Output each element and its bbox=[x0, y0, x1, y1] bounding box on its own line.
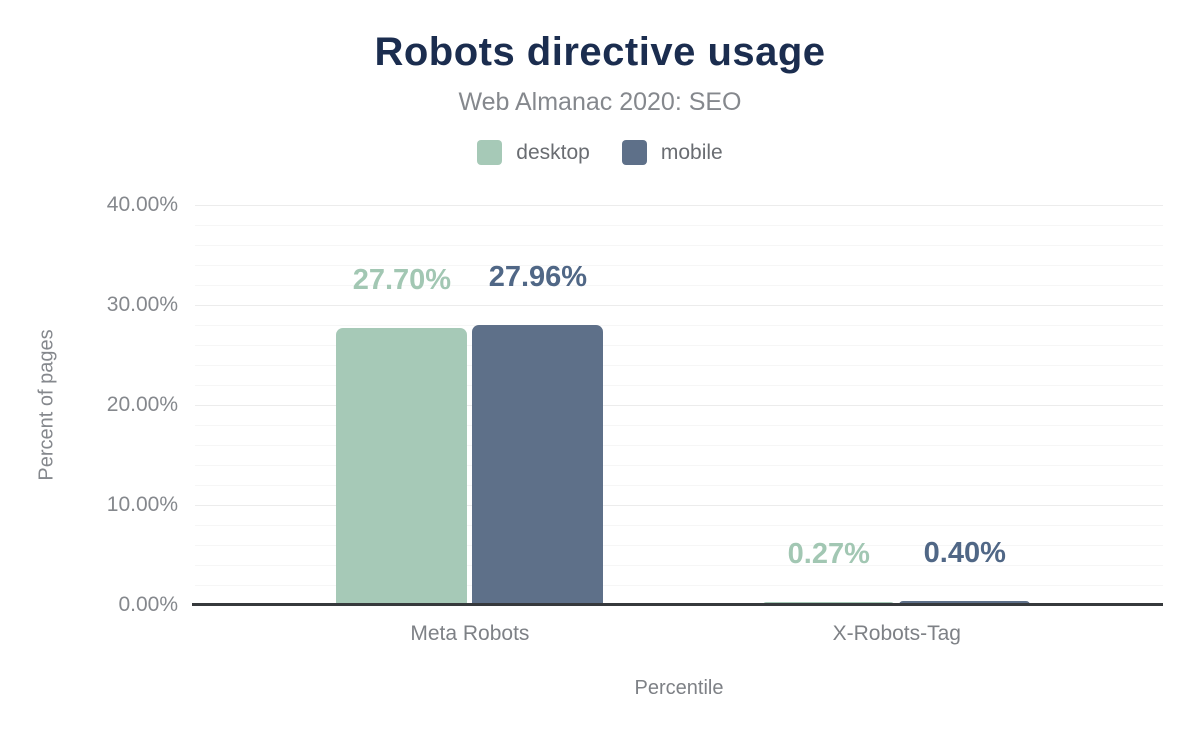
gridline-major bbox=[195, 505, 1163, 506]
gridline-minor bbox=[195, 265, 1163, 266]
legend-label-desktop: desktop bbox=[516, 140, 590, 164]
bar-mobile-0 bbox=[472, 325, 604, 605]
legend-item-desktop: desktop bbox=[477, 140, 590, 165]
gridline-minor bbox=[195, 385, 1163, 386]
gridline-minor bbox=[195, 225, 1163, 226]
category-label-1: X-Robots-Tag bbox=[832, 622, 961, 645]
y-tick-label: 20.00% bbox=[106, 393, 178, 416]
x-axis-line bbox=[192, 603, 1163, 606]
y-tick-label: 10.00% bbox=[106, 493, 178, 516]
gridline-major bbox=[195, 405, 1163, 406]
plot-area: Percentile 27.70% 27.96% Meta Robots 0.27% 0… bbox=[192, 205, 1163, 699]
gridline-minor bbox=[195, 485, 1163, 486]
y-tick-label: 30.00% bbox=[106, 293, 178, 316]
desktop-swatch-icon bbox=[477, 140, 503, 165]
gridline-minor bbox=[195, 465, 1163, 466]
gridline-minor bbox=[195, 345, 1163, 346]
y-tick-label: 0.00% bbox=[118, 593, 178, 616]
bar-desktop-0 bbox=[336, 328, 468, 605]
legend-label-mobile: mobile bbox=[660, 140, 723, 164]
chart-title: Robots directive usage bbox=[374, 30, 826, 74]
gridline-minor bbox=[195, 365, 1163, 366]
gridline-minor bbox=[195, 545, 1163, 546]
gridline-minor bbox=[195, 525, 1163, 526]
gridline-minor bbox=[195, 325, 1163, 326]
category-label-0: Meta Robots bbox=[410, 622, 530, 645]
gridline-minor bbox=[195, 425, 1163, 426]
y-tick-label: 40.00% bbox=[106, 193, 178, 216]
gridline-minor bbox=[195, 445, 1163, 446]
x-axis-title: Percentile bbox=[634, 677, 724, 699]
chart-subtitle: Web Almanac 2020: SEO bbox=[458, 88, 742, 116]
gridline-minor bbox=[195, 565, 1163, 566]
value-label-mobile-0: 27.96% bbox=[488, 261, 588, 294]
gridline-minor bbox=[195, 285, 1163, 286]
gridline-minor bbox=[195, 585, 1163, 586]
value-label-desktop-0: 27.70% bbox=[352, 264, 452, 296]
gridline-major bbox=[195, 305, 1163, 306]
value-label-desktop-1: 0.27% bbox=[787, 537, 870, 570]
gridline-major bbox=[195, 205, 1163, 206]
value-label-mobile-1: 0.40% bbox=[923, 537, 1006, 569]
gridline-minor bbox=[195, 245, 1163, 246]
legend-item-mobile: mobile bbox=[621, 140, 723, 165]
legend: desktop mobile bbox=[0, 140, 1200, 165]
mobile-swatch-icon bbox=[621, 140, 647, 165]
